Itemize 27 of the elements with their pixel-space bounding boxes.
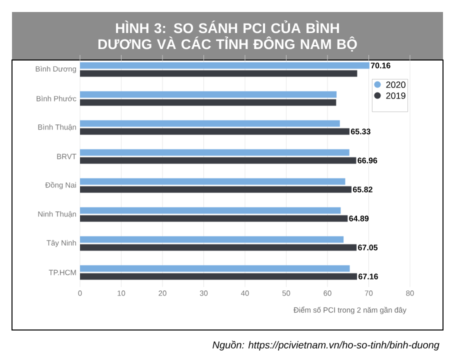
bar <box>80 244 357 251</box>
data-label: 66.96 <box>358 158 378 164</box>
data-label: 65.33 <box>350 128 370 134</box>
data-label: 70.16 <box>370 62 390 68</box>
bar <box>80 128 350 135</box>
bar <box>80 157 356 164</box>
legend-label: 2019 <box>386 92 406 99</box>
legend-label: 2020 <box>386 82 406 88</box>
bar <box>80 207 341 214</box>
chart-title: HÌNH 3: SO SÁNH PCI CỦA BÌNH DƯƠNG VÀ CÁC TỈNH ĐÔNG NAM BỘ <box>98 20 357 52</box>
bar <box>80 70 358 77</box>
bar <box>80 215 348 222</box>
data-label: 67.05 <box>358 244 378 250</box>
bar <box>80 273 358 280</box>
bar <box>80 62 370 69</box>
bar <box>80 236 344 243</box>
bar <box>80 265 350 272</box>
bar <box>80 178 346 185</box>
bar <box>80 120 340 127</box>
bar <box>80 91 337 98</box>
text: Nguồn: https://pcivietnam.vn/ho-so-tinh/binh-duong <box>212 340 440 350</box>
data-label: 65.82 <box>353 186 372 192</box>
data-label: 64.89 <box>349 216 369 222</box>
bar <box>80 149 350 156</box>
bar <box>80 186 352 193</box>
data-label: 67.16 <box>358 274 378 280</box>
bar <box>80 99 336 106</box>
